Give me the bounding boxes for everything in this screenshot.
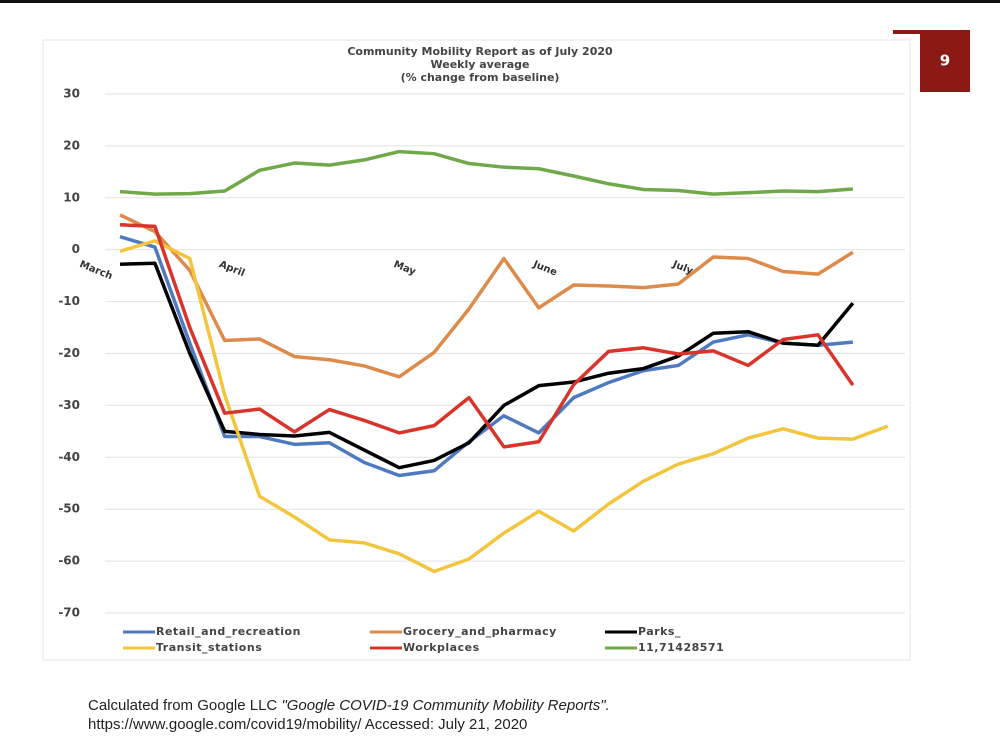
top-border [0, 0, 1000, 3]
series-line [119, 149, 854, 196]
legend-label: Grocery_and_pharmacy [403, 625, 557, 638]
y-tick-label: 20 [63, 138, 80, 152]
series-line [119, 239, 889, 574]
chart-title: Weekly average [431, 58, 530, 71]
y-tick-label: -60 [58, 554, 80, 568]
legend-label: Transit_stations [156, 641, 262, 654]
legend-label: 11,71428571 [638, 641, 724, 654]
y-tick-label: -20 [58, 346, 80, 360]
y-tick-label: -30 [58, 398, 80, 412]
y-tick-label: 10 [63, 190, 80, 204]
slide-number: 9 [940, 52, 950, 70]
y-tick-label: -70 [58, 606, 80, 620]
chart-title: Community Mobility Report as of July 202… [347, 45, 613, 58]
source-url: https://www.google.com/covid19/mobility/… [88, 716, 528, 733]
y-tick-label: 30 [63, 87, 80, 101]
y-tick-label: -40 [58, 450, 80, 464]
badge [920, 30, 970, 92]
legend-label: Parks_ [638, 625, 681, 638]
chart-frame [42, 39, 911, 661]
source-text: Calculated from Google LLC [88, 697, 282, 714]
source-line: Calculated from Google LLC "Google COVID… [88, 697, 610, 714]
series-line [119, 213, 854, 379]
chart-title: (% change from baseline) [401, 71, 560, 84]
y-tick-label: 0 [72, 242, 80, 256]
y-tick-label: -10 [58, 294, 80, 308]
series-line [119, 223, 855, 449]
series-line [119, 235, 854, 478]
source-title: "Google COVID-19 Community Mobility Repo… [281, 697, 610, 714]
legend-label: Workplaces [403, 641, 480, 654]
legend-label: Retail_and_recreation [156, 625, 301, 638]
y-tick-label: -50 [58, 502, 80, 516]
